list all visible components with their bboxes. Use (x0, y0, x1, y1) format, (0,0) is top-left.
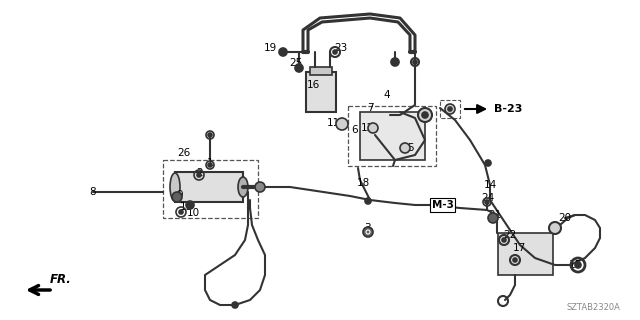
Circle shape (208, 163, 212, 167)
Text: 24: 24 (481, 193, 495, 203)
Circle shape (172, 192, 182, 202)
Circle shape (232, 302, 238, 308)
Circle shape (197, 173, 201, 177)
Circle shape (400, 143, 410, 153)
Text: 6: 6 (352, 125, 358, 135)
Bar (175, 172, 243, 202)
Text: 2: 2 (196, 168, 204, 178)
Ellipse shape (170, 173, 180, 201)
Circle shape (413, 60, 417, 64)
Text: 13: 13 (179, 202, 193, 212)
Circle shape (365, 198, 371, 204)
Circle shape (549, 222, 561, 234)
Text: 5: 5 (408, 143, 414, 153)
Text: 3: 3 (364, 223, 371, 233)
Text: 26: 26 (177, 148, 191, 158)
Circle shape (488, 213, 498, 223)
Text: 18: 18 (356, 178, 370, 188)
Circle shape (363, 227, 373, 237)
Text: 10: 10 (186, 208, 200, 218)
Text: SZTAB2320A: SZTAB2320A (566, 303, 620, 312)
Circle shape (368, 123, 378, 133)
Bar (348, 106, 436, 166)
Bar (440, 100, 460, 118)
Circle shape (186, 201, 194, 209)
Text: 7: 7 (367, 103, 373, 113)
Text: 11: 11 (326, 118, 340, 128)
Circle shape (391, 58, 399, 66)
Circle shape (336, 118, 348, 130)
Text: 16: 16 (307, 80, 319, 90)
Text: 20: 20 (559, 213, 572, 223)
Text: 19: 19 (264, 43, 276, 53)
Circle shape (179, 210, 183, 214)
Text: 4: 4 (384, 90, 390, 100)
Circle shape (295, 64, 303, 72)
Text: 12: 12 (360, 123, 374, 133)
Circle shape (485, 200, 489, 204)
Circle shape (333, 50, 337, 54)
Circle shape (208, 133, 212, 137)
Ellipse shape (238, 177, 248, 197)
Circle shape (445, 104, 455, 114)
Bar (306, 72, 336, 112)
Text: B-23: B-23 (494, 104, 522, 114)
Bar (360, 112, 425, 160)
Circle shape (485, 160, 491, 166)
Text: 14: 14 (483, 180, 497, 190)
Text: FR.: FR. (50, 273, 72, 286)
Circle shape (279, 48, 287, 56)
Text: 25: 25 (289, 58, 303, 68)
Circle shape (448, 107, 452, 111)
Circle shape (513, 258, 517, 262)
Bar (310, 67, 332, 75)
Text: 8: 8 (90, 187, 96, 197)
Circle shape (575, 262, 581, 268)
Bar (498, 233, 553, 275)
Text: 23: 23 (334, 43, 348, 53)
Bar (163, 160, 258, 218)
Text: 22: 22 (504, 230, 516, 240)
Circle shape (422, 112, 428, 118)
Text: 17: 17 (513, 243, 525, 253)
Circle shape (418, 108, 432, 122)
Text: 15: 15 (568, 260, 582, 270)
Circle shape (255, 182, 265, 192)
Circle shape (502, 238, 506, 242)
Text: M-3: M-3 (432, 200, 454, 210)
Text: 1: 1 (207, 158, 213, 168)
Text: 9: 9 (177, 190, 183, 200)
Text: 21: 21 (488, 210, 502, 220)
